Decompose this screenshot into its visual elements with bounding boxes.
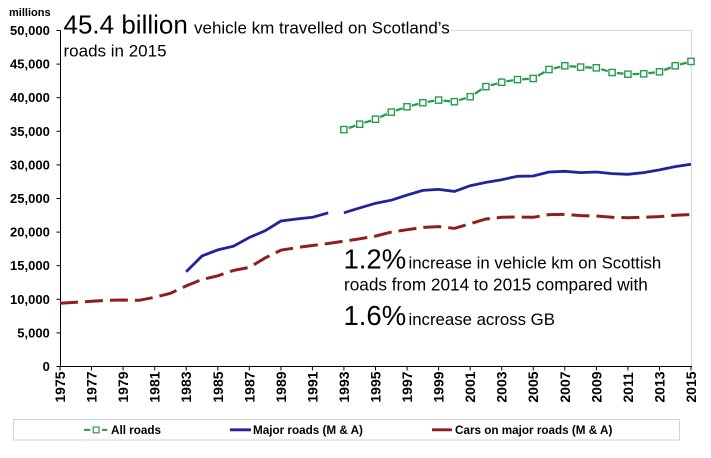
svg-text:1.2%: 1.2%: [344, 244, 407, 275]
svg-text:1975: 1975: [52, 371, 68, 402]
svg-text:2009: 2009: [588, 371, 604, 402]
svg-text:25,000: 25,000: [10, 191, 50, 206]
svg-text:1991: 1991: [304, 371, 320, 402]
svg-text:30,000: 30,000: [10, 157, 50, 172]
svg-text:1.6%: 1.6%: [344, 300, 407, 331]
svg-text:Major roads (M & A): Major roads (M & A): [253, 424, 363, 437]
svg-text:1999: 1999: [431, 371, 447, 402]
svg-text:1985: 1985: [210, 371, 226, 402]
svg-text:50,000: 50,000: [10, 23, 50, 38]
svg-text:1987: 1987: [241, 371, 257, 402]
svg-text:1989: 1989: [273, 371, 289, 402]
svg-text:All roads: All roads: [111, 424, 162, 437]
svg-text:millions: millions: [9, 7, 51, 19]
svg-text:2007: 2007: [557, 371, 573, 402]
svg-text:1981: 1981: [147, 371, 163, 402]
svg-text:1995: 1995: [368, 371, 384, 402]
svg-text:2005: 2005: [525, 371, 541, 402]
svg-text:2001: 2001: [462, 371, 478, 402]
svg-text:1979: 1979: [115, 371, 131, 402]
svg-text:increase in vehicle km on Scot: increase in vehicle km on Scottish: [409, 254, 662, 273]
svg-text:1977: 1977: [84, 371, 100, 402]
svg-text:15,000: 15,000: [10, 258, 50, 273]
svg-text:Cars on major roads (M & A): Cars on major roads (M & A): [455, 424, 612, 437]
svg-text:1983: 1983: [178, 371, 194, 402]
svg-text:2003: 2003: [494, 371, 510, 402]
svg-text:2015: 2015: [683, 371, 699, 402]
svg-text:2011: 2011: [620, 372, 636, 403]
svg-text:45,000: 45,000: [10, 57, 50, 72]
svg-text:roads in 2015: roads in 2015: [64, 42, 167, 61]
svg-text:roads from 2014 to 2015 compar: roads from 2014 to 2015 compared with: [344, 275, 648, 295]
svg-text:20,000: 20,000: [10, 225, 50, 240]
svg-text:1997: 1997: [399, 371, 415, 402]
svg-text:0: 0: [43, 359, 50, 374]
svg-text:35,000: 35,000: [10, 124, 50, 139]
svg-text:increase across GB: increase across GB: [409, 310, 555, 329]
svg-text:5,000: 5,000: [17, 325, 50, 340]
svg-text:45.4 billion: 45.4 billion: [64, 10, 188, 40]
svg-text:vehicle km travelled on Scotla: vehicle km travelled on Scotland’s: [194, 19, 450, 38]
svg-text:10,000: 10,000: [10, 292, 50, 307]
svg-text:1993: 1993: [336, 371, 352, 402]
svg-text:2013: 2013: [652, 371, 668, 402]
svg-text:40,000: 40,000: [10, 90, 50, 105]
